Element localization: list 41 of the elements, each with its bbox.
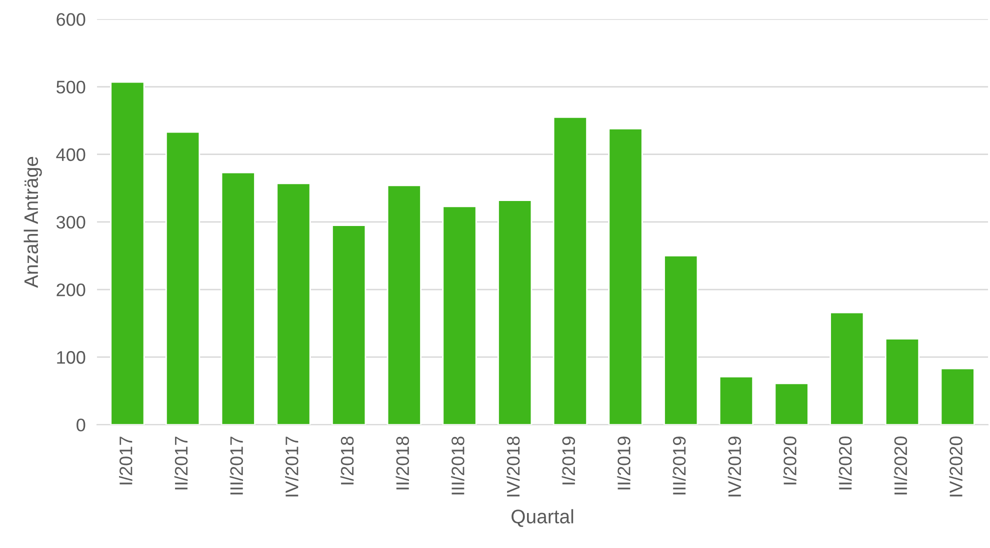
x-tick-label: I/2019 (562, 436, 576, 484)
bar (442, 206, 477, 425)
bar (498, 200, 532, 425)
y-tick-label: 100 (57, 351, 86, 364)
bar (884, 338, 920, 425)
y-tick-label: 200 (56, 283, 86, 296)
x-tick-label: III/2018 (451, 436, 464, 494)
y-tick-label: 600 (56, 13, 86, 26)
x-tick-label: IV/2020 (949, 436, 962, 496)
x-tick-label: I/2020 (783, 436, 796, 484)
x-tick-label: I/2017 (119, 436, 132, 484)
bar (332, 224, 366, 425)
bar (552, 116, 588, 425)
x-tick-label: I/2018 (340, 436, 354, 484)
bar (110, 81, 145, 425)
bar (774, 382, 809, 425)
bar (718, 376, 754, 425)
bar (940, 368, 975, 425)
x-tick-label: II/2018 (396, 436, 410, 490)
bar (220, 172, 256, 425)
x-tick-label: IV/2017 (285, 436, 298, 496)
bar (276, 182, 311, 425)
bar (608, 128, 643, 425)
x-tick-label: IV/2018 (506, 436, 520, 496)
x-tick-label: II/2019 (617, 436, 630, 490)
y-tick-label: 500 (56, 80, 86, 94)
x-tick-label: III/2017 (230, 436, 243, 494)
y-axis-title: Anzahl Anträge (24, 156, 42, 288)
x-tick-label: III/2019 (672, 436, 686, 494)
y-tick-label: 400 (56, 148, 86, 162)
x-tick-label: II/2020 (838, 436, 852, 490)
x-axis-title: Quartal (512, 509, 574, 527)
bar (830, 312, 864, 425)
bar (166, 131, 200, 425)
y-tick-label: 300 (56, 216, 86, 229)
x-tick-label: II/2017 (174, 436, 188, 490)
y-tick-label: 0 (76, 418, 86, 432)
x-tick-label: III/2020 (894, 436, 908, 494)
bar (664, 255, 698, 425)
bar (386, 184, 422, 425)
x-tick-label: IV/2019 (728, 436, 742, 496)
